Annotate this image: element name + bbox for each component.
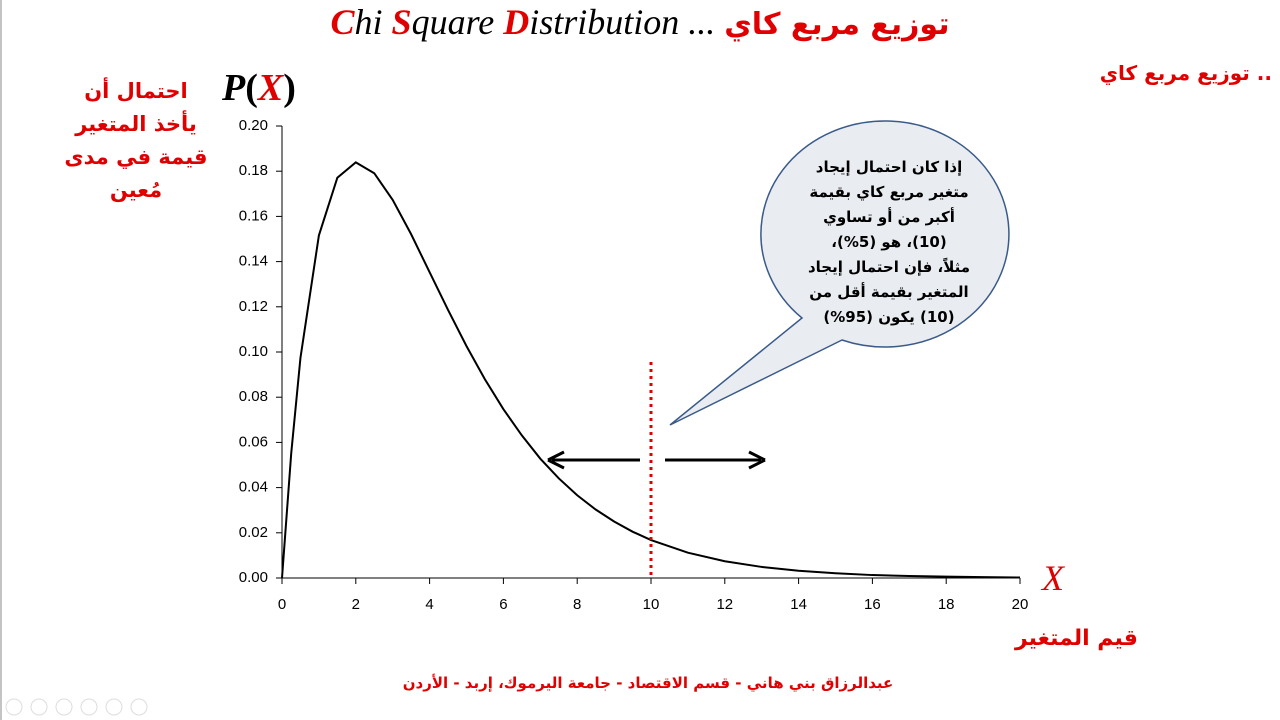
x-tick-label: 0 [278,596,286,613]
y-tick-label: 0.00 [239,569,268,586]
title-part: hi [355,2,392,42]
x-tick-label: 6 [499,596,507,613]
chart-title: Chi Square Distribution ... توزيع مربع ك… [331,2,950,42]
callout-text: إذا كان احتمال إيجاد متغير مربع كاي بقيمة… [808,158,970,326]
arrowhead [748,450,766,470]
title-part: istribution ... [529,2,724,42]
y-tick-label: 0.02 [239,524,268,541]
x-tick-label: 12 [716,596,733,613]
callout-line: المتغير بقيمة أقل من [809,282,968,301]
y-label-part: X [257,67,285,109]
y-description-line: يأخذ المتغير [74,109,197,136]
x-tick-label: 8 [573,596,581,613]
y-description-line: احتمال أن [84,76,188,103]
y-label-part: ) [283,67,296,109]
y-label-part: P [221,67,246,109]
x-tick-label: 4 [425,596,433,613]
y-tick-label: 0.16 [239,207,268,224]
y-tick-label: 0.18 [239,162,268,179]
x-tick-label: 16 [864,596,881,613]
title-part: quare [412,2,504,42]
x-tick-label: 10 [643,596,660,613]
y-tick-label: 0.14 [239,253,268,270]
callout-line: متغير مربع كاي بقيمة [809,183,968,202]
slide-controls [5,698,148,716]
title-part: D [502,2,529,42]
x-tick-label: 20 [1012,596,1029,613]
y-tick-label: 0.04 [239,479,268,496]
x-tick-label: 2 [352,596,360,613]
callout-line: إذا كان احتمال إيجاد [816,158,963,176]
y-tick-label: 0.12 [239,298,268,315]
callout-line: (10)، هو (5%)، [831,233,946,251]
y-tick-label: 0.10 [239,343,268,360]
arrowhead [547,450,565,470]
title-part: S [392,2,412,42]
y-description-line: قيمة في مدى [64,145,207,169]
x-tick-label: 14 [790,596,807,613]
callout-line: (10) يكون (95%) [823,308,954,326]
x-tick-label: 18 [938,596,955,613]
y-description-line: مُعين [110,178,162,202]
title-part: C [331,2,356,42]
x-axis-label: X [1040,558,1066,598]
title-part: توزيع مربع كاي [724,7,949,42]
y-label-part: ( [245,67,258,109]
callout-bubble [669,120,1010,426]
y-axis-label: P(X) [221,67,296,109]
callout-line: مثلاً، فإن احتمال إيجاد [808,257,970,276]
footer: عبدالرزاق بني هاني - قسم الاقتصاد - جامع… [403,674,894,692]
callout-line: أكبر من أو تساوي [823,207,955,227]
y-tick-label: 0.20 [239,117,268,134]
y-tick-label: 0.08 [239,388,268,405]
y-description: احتمال أن يأخذ المتغير قيمة في مدى مُعين [64,76,207,202]
density-curve [281,161,1021,579]
x-description: قيم المتغير [1014,626,1138,651]
y-tick-label: 0.06 [239,433,268,450]
corner-note: توزيع مربع كاي .. [1100,61,1272,86]
